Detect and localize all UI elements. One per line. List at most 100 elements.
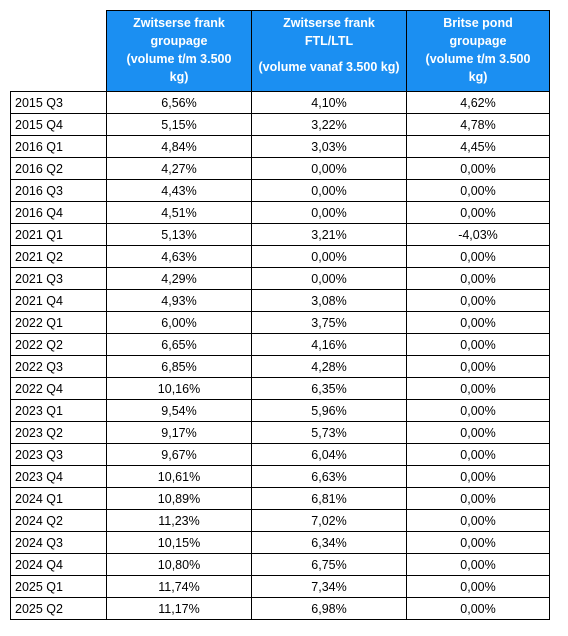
table-row: 2023 Q3 9,67% 6,04% 0,00% [10,443,550,466]
table-row: 2022 Q4 10,16% 6,35% 0,00% [10,377,550,400]
gbp-groupage-cell: 0,00% [406,333,550,356]
table-row: 2016 Q2 4,27% 0,00% 0,00% [10,157,550,180]
chf-ftl-ltl-cell: 0,00% [251,245,407,268]
gbp-groupage-cell: 0,00% [406,553,550,576]
chf-groupage-cell: 9,54% [106,399,252,422]
period-cell: 2015 Q3 [10,91,107,114]
chf-ftl-ltl-cell: 4,28% [251,355,407,378]
chf-ftl-ltl-cell: 7,02% [251,509,407,532]
chf-ftl-ltl-cell: 0,00% [251,267,407,290]
chf-groupage-cell: 11,74% [106,575,252,598]
chf-ftl-ltl-cell: 0,00% [251,179,407,202]
header-row: Zwitserse frank groupage (volume t/m 3.5… [10,10,550,92]
period-cell: 2023 Q2 [10,421,107,444]
chf-ftl-ltl-cell: 3,22% [251,113,407,136]
gbp-groupage-cell: 0,00% [406,201,550,224]
header-chf-groupage: Zwitserse frank groupage (volume t/m 3.5… [106,10,252,92]
chf-groupage-cell: 6,85% [106,355,252,378]
table-row: 2015 Q4 5,15% 3,22% 4,78% [10,113,550,136]
table-header: Zwitserse frank groupage (volume t/m 3.5… [10,10,550,92]
table-row: 2024 Q3 10,15% 6,34% 0,00% [10,531,550,554]
chf-groupage-cell: 4,29% [106,267,252,290]
chf-ftl-ltl-cell: 3,03% [251,135,407,158]
chf-groupage-cell: 6,65% [106,333,252,356]
chf-ftl-ltl-cell: 6,35% [251,377,407,400]
table-row: 2021 Q3 4,29% 0,00% 0,00% [10,267,550,290]
chf-ftl-ltl-cell: 6,75% [251,553,407,576]
table-row: 2025 Q2 11,17% 6,98% 0,00% [10,597,550,620]
chf-ftl-ltl-cell: 6,81% [251,487,407,510]
header-corner-cell [10,10,107,92]
chf-ftl-ltl-cell: 3,75% [251,311,407,334]
chf-groupage-cell: 9,67% [106,443,252,466]
table-row: 2024 Q2 11,23% 7,02% 0,00% [10,509,550,532]
chf-groupage-cell: 6,56% [106,91,252,114]
header-chf-groupage-line1: Zwitserse frank [133,16,225,30]
period-cell: 2021 Q3 [10,267,107,290]
table-row: 2025 Q1 11,74% 7,34% 0,00% [10,575,550,598]
chf-groupage-cell: 10,89% [106,487,252,510]
table-row: 2023 Q1 9,54% 5,96% 0,00% [10,399,550,422]
header-chf-groupage-line2: groupage [150,34,208,48]
header-chf-groupage-line3: (volume t/m 3.500 [126,52,232,66]
period-cell: 2016 Q2 [10,157,107,180]
header-chf-ftl-ltl-line2: FTL/LTL [304,34,354,48]
gbp-groupage-cell: 0,00% [406,355,550,378]
table-row: 2015 Q3 6,56% 4,10% 4,62% [10,91,550,114]
chf-ftl-ltl-cell: 4,16% [251,333,407,356]
header-chf-ftl-ltl: Zwitserse frank FTL/LTL (volume vanaf 3.… [251,10,407,92]
period-cell: 2015 Q4 [10,113,107,136]
chf-ftl-ltl-cell: 6,34% [251,531,407,554]
gbp-groupage-cell: -4,03% [406,223,550,246]
period-cell: 2022 Q2 [10,333,107,356]
period-cell: 2016 Q1 [10,135,107,158]
table-row: 2023 Q4 10,61% 6,63% 0,00% [10,465,550,488]
gbp-groupage-cell: 0,00% [406,377,550,400]
table-row: 2022 Q3 6,85% 4,28% 0,00% [10,355,550,378]
chf-groupage-cell: 4,51% [106,201,252,224]
chf-ftl-ltl-cell: 5,96% [251,399,407,422]
chf-ftl-ltl-cell: 0,00% [251,157,407,180]
table-row: 2021 Q1 5,13% 3,21% -4,03% [10,223,550,246]
chf-groupage-cell: 10,61% [106,465,252,488]
period-cell: 2022 Q1 [10,311,107,334]
gbp-groupage-cell: 0,00% [406,267,550,290]
period-cell: 2022 Q4 [10,377,107,400]
period-cell: 2023 Q4 [10,465,107,488]
gbp-groupage-cell: 0,00% [406,179,550,202]
period-cell: 2016 Q3 [10,179,107,202]
table-row: 2024 Q4 10,80% 6,75% 0,00% [10,553,550,576]
chf-groupage-cell: 6,00% [106,311,252,334]
table-row: 2016 Q4 4,51% 0,00% 0,00% [10,201,550,224]
header-chf-ftl-ltl-line3: (volume vanaf 3.500 kg) [258,60,400,74]
gbp-groupage-cell: 0,00% [406,465,550,488]
period-cell: 2021 Q2 [10,245,107,268]
chf-groupage-cell: 4,63% [106,245,252,268]
header-gbp-groupage-line2: groupage [449,34,507,48]
surcharge-table-container: Zwitserse frank groupage (volume t/m 3.5… [10,10,550,620]
table-row: 2016 Q3 4,43% 0,00% 0,00% [10,179,550,202]
chf-groupage-cell: 10,80% [106,553,252,576]
chf-groupage-cell: 4,43% [106,179,252,202]
chf-ftl-ltl-cell: 3,08% [251,289,407,312]
gbp-groupage-cell: 0,00% [406,575,550,598]
chf-groupage-cell: 4,27% [106,157,252,180]
gbp-groupage-cell: 0,00% [406,157,550,180]
period-cell: 2024 Q4 [10,553,107,576]
period-cell: 2024 Q2 [10,509,107,532]
currency-surcharge-table: Zwitserse frank groupage (volume t/m 3.5… [10,10,550,620]
period-cell: 2025 Q1 [10,575,107,598]
table-row: 2021 Q2 4,63% 0,00% 0,00% [10,245,550,268]
gbp-groupage-cell: 0,00% [406,311,550,334]
chf-ftl-ltl-cell: 6,98% [251,597,407,620]
gbp-groupage-cell: 0,00% [406,487,550,510]
table-row: 2021 Q4 4,93% 3,08% 0,00% [10,289,550,312]
period-cell: 2023 Q3 [10,443,107,466]
gbp-groupage-cell: 0,00% [406,289,550,312]
chf-ftl-ltl-cell: 4,10% [251,91,407,114]
chf-groupage-cell: 10,15% [106,531,252,554]
gbp-groupage-cell: 0,00% [406,399,550,422]
chf-ftl-ltl-cell: 3,21% [251,223,407,246]
gbp-groupage-cell: 0,00% [406,245,550,268]
table-row: 2022 Q1 6,00% 3,75% 0,00% [10,311,550,334]
